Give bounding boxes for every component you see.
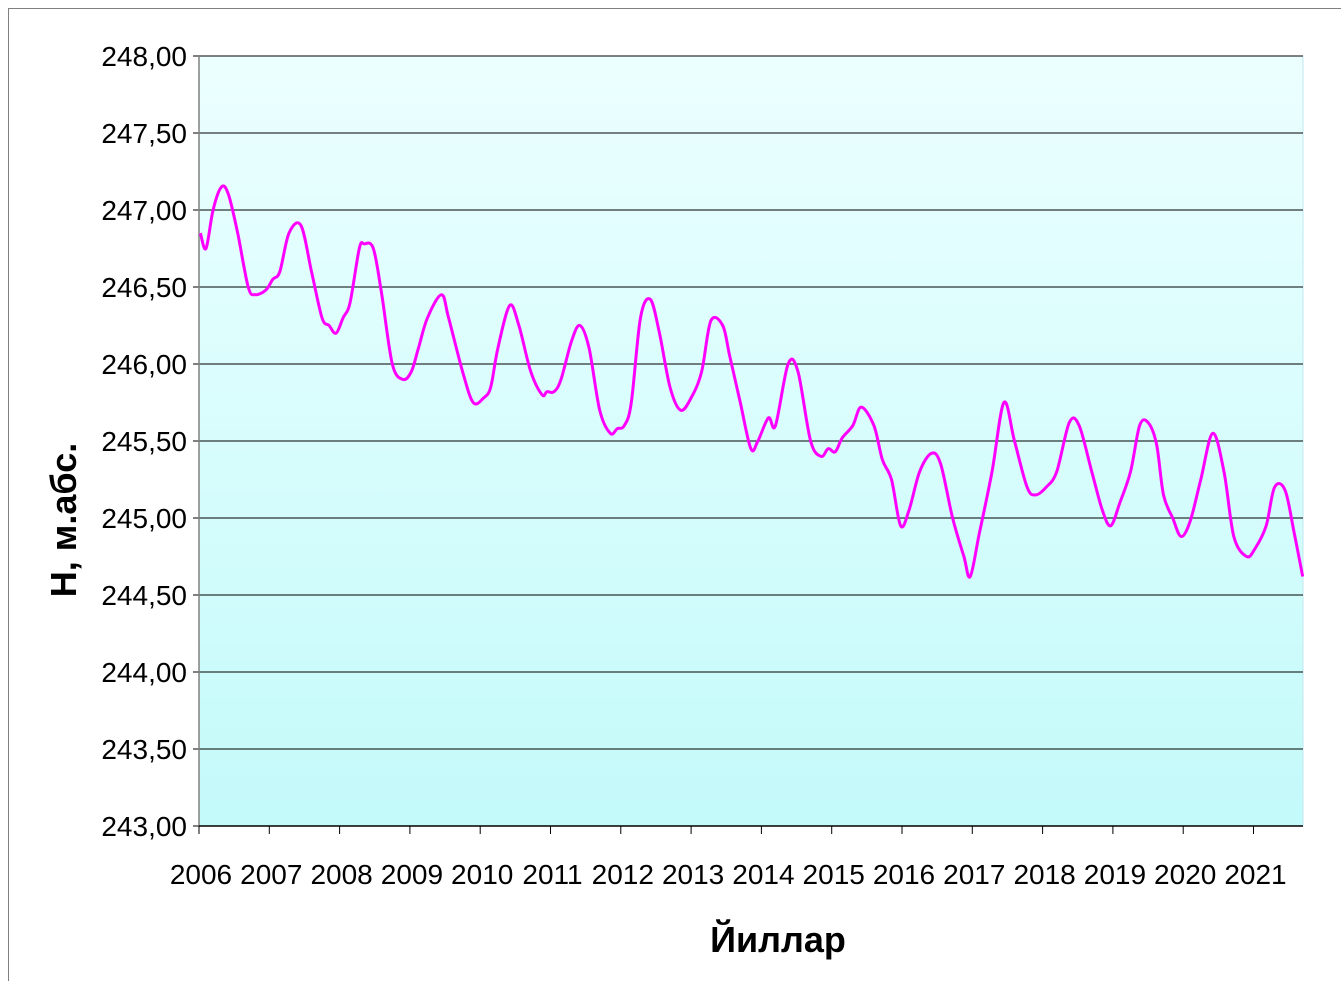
- x-tick-label: 2012: [592, 859, 654, 890]
- y-axis-ticks: 243,00 243,50 244,00 244,50 245,00 245,50 246,…: [101, 41, 199, 842]
- x-axis-ticks: 2006 2007 2008 2009 2010 2011 2012 2013 2014 2015…: [170, 826, 1287, 890]
- x-tick-label: 2016: [873, 859, 935, 890]
- x-tick-label: 2015: [803, 859, 865, 890]
- y-tick-label: 243,50: [101, 734, 187, 765]
- y-tick-label: 243,00: [101, 811, 187, 842]
- x-tick-label: 2014: [732, 859, 794, 890]
- x-axis-title: Йиллар: [710, 918, 846, 960]
- x-tick-label: 2017: [943, 859, 1005, 890]
- x-tick-label: 2011: [522, 859, 582, 890]
- y-tick-label: 248,00: [101, 41, 187, 72]
- gridlines: [199, 55, 1303, 750]
- y-tick-label: 244,00: [101, 657, 187, 688]
- series-line: [198, 184, 1305, 579]
- x-tick-label: 2010: [451, 859, 513, 890]
- x-tick-label: 2007: [240, 859, 302, 890]
- y-tick-label: 245,00: [101, 503, 187, 534]
- y-tick-label: 247,50: [101, 118, 187, 149]
- x-tick-label: 2009: [381, 859, 443, 890]
- x-tick-label: 2020: [1154, 859, 1216, 890]
- x-tick-label: 2006: [170, 859, 232, 890]
- x-tick-label: 2018: [1013, 859, 1075, 890]
- x-tick-label: 2019: [1084, 859, 1146, 890]
- y-tick-label: 246,50: [101, 272, 187, 303]
- y-tick-label: 244,50: [101, 580, 187, 611]
- x-tick-label: 2021: [1224, 859, 1286, 890]
- x-tick-label: 2013: [662, 859, 724, 890]
- chart-frame: [8, 8, 1341, 981]
- y-axis-title: Н, м.абс.: [43, 443, 84, 597]
- x-tick-label: 2008: [310, 859, 372, 890]
- y-tick-label: 246,00: [101, 349, 187, 380]
- y-tick-label: 247,00: [101, 195, 187, 226]
- series-group: [198, 184, 1305, 579]
- y-tick-label: 245,50: [101, 426, 187, 457]
